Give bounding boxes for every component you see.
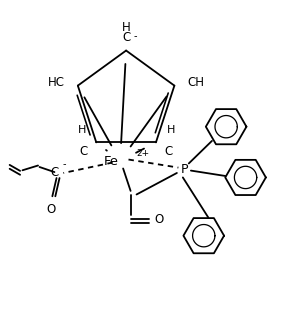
Text: C: C	[164, 145, 172, 158]
Text: Fe: Fe	[103, 155, 118, 168]
Text: H: H	[167, 125, 175, 135]
Text: 2+: 2+	[136, 149, 150, 158]
Text: O: O	[154, 213, 164, 226]
Text: -: -	[62, 159, 66, 169]
Text: C: C	[80, 145, 88, 158]
Text: H: H	[77, 125, 86, 135]
Text: O: O	[46, 203, 56, 216]
Text: C: C	[51, 166, 59, 179]
Text: CH: CH	[188, 76, 205, 89]
Text: C: C	[122, 31, 130, 44]
Text: P: P	[181, 163, 188, 176]
Text: H: H	[122, 21, 130, 34]
Text: -: -	[134, 32, 137, 42]
Text: HC: HC	[47, 76, 64, 89]
